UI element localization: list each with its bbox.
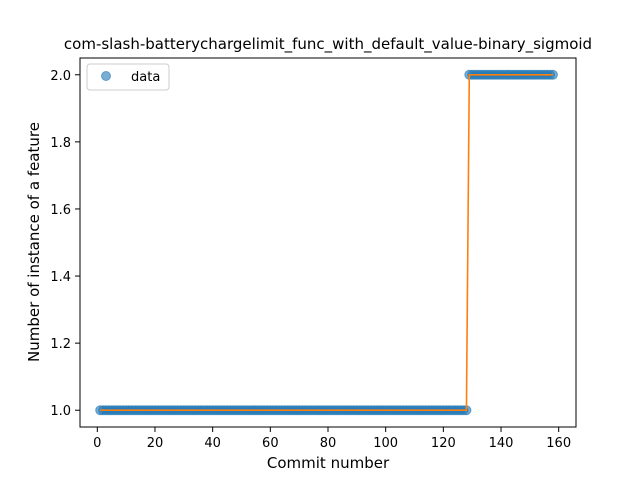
y-tick-label: 1.0 <box>50 404 71 419</box>
y-tick-label: 1.8 <box>50 136 71 151</box>
x-tick-label: 80 <box>320 436 337 451</box>
y-tick-label: 1.6 <box>50 203 71 218</box>
legend-frame <box>86 63 170 91</box>
plot-area <box>80 58 576 427</box>
fit-line-layer <box>100 73 553 412</box>
legend-marker-data <box>101 71 111 81</box>
y-tick-label: 2.0 <box>50 69 71 84</box>
y-tick-label: 1.2 <box>50 337 71 352</box>
legend: data <box>86 63 170 91</box>
x-tick-label: 40 <box>204 436 221 451</box>
y-axis-ticks: 1.0 1.2 1.4 1.6 1.8 2.0 <box>50 69 80 419</box>
x-tick-label: 160 <box>546 436 571 451</box>
x-tick-label: 60 <box>262 436 279 451</box>
y-tick-label: 1.4 <box>50 270 71 285</box>
x-axis-label: Commit number <box>267 454 390 472</box>
fit-line <box>100 73 553 412</box>
x-tick-label: 120 <box>431 436 456 451</box>
chart-title: com-slash-batterychargelimit_func_with_d… <box>64 35 592 54</box>
x-axis-ticks: 0 20 40 60 80 100 120 140 160 <box>93 427 571 451</box>
y-axis-label: Number of instance of a feature <box>25 122 43 362</box>
x-tick-label: 100 <box>373 436 398 451</box>
x-tick-label: 20 <box>147 436 164 451</box>
x-tick-label: 140 <box>489 436 514 451</box>
x-tick-label: 0 <box>93 436 101 451</box>
legend-label-data: data <box>131 70 160 85</box>
